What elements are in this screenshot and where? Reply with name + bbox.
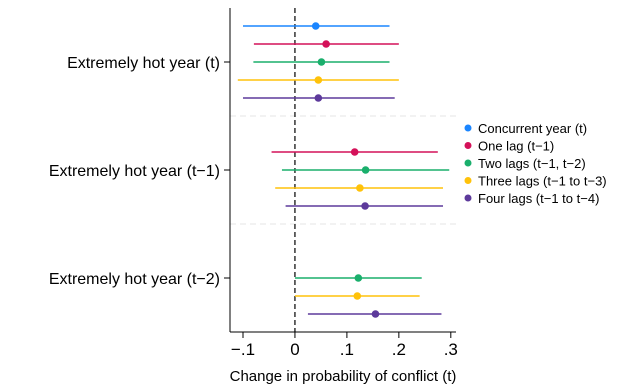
x-tick-label: .2 [392,340,406,359]
point-estimate-marker [361,202,369,210]
category-label: Extremely hot year (t−1) [49,163,220,180]
point-estimate-marker [314,94,323,102]
category-label: Extremely hot year (t−2) [49,271,220,288]
legend-marker [464,124,472,132]
legend-marker [464,159,472,167]
point-estimate-marker [361,166,370,174]
point-estimate-marker [350,148,359,156]
point-estimate-marker [354,274,363,282]
legend-marker [464,194,472,202]
legend-marker [464,177,472,184]
legend-label: One lag (t−1) [478,139,554,154]
legend-marker [464,142,472,149]
point-estimate-marker [371,310,380,318]
x-tick-label: .3 [444,340,458,359]
x-tick-label: 0 [290,340,299,359]
category-label: Extremely hot year (t) [67,55,220,72]
point-estimate-marker [314,76,323,84]
point-estimate-marker [353,292,362,300]
point-estimate-marker [317,58,326,66]
legend-label: Concurrent year (t) [478,121,587,136]
x-tick-label: .1 [340,340,354,359]
x-axis-title: Change in probability of conflict (t) [230,368,457,385]
point-estimate-marker [311,22,320,30]
point-estimate-marker [356,184,364,192]
legend-label: Two lags (t−1, t−2) [478,156,586,171]
x-tick-label: −.1 [231,340,255,359]
legend-label: Three lags (t−1 to t−3) [478,174,607,189]
legend-label: Four lags (t−1 to t−4) [478,191,599,206]
point-estimate-marker [322,40,330,48]
